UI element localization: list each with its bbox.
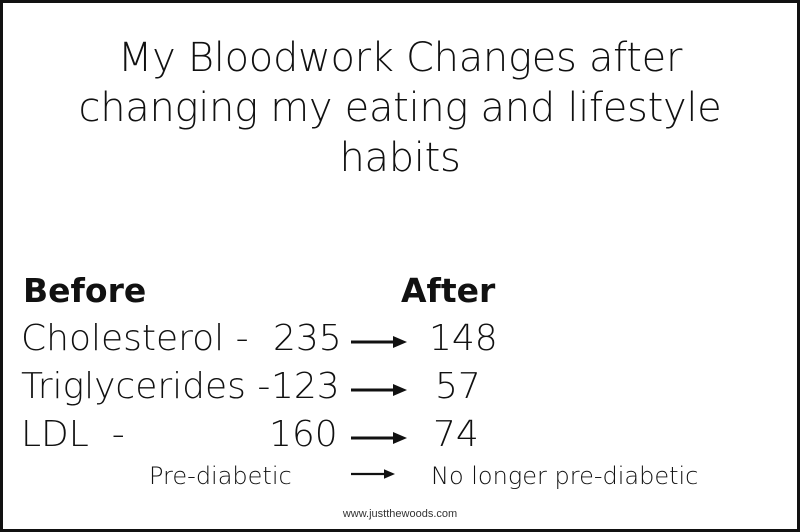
before-heading: Before xyxy=(23,271,147,310)
row-after-triglycerides: 57 xyxy=(435,366,481,407)
row-before-ldl: 160 xyxy=(269,414,338,455)
right-arrow-icon xyxy=(351,336,407,348)
right-arrow-icon xyxy=(351,432,407,444)
row-label-triglycerides: Triglycerides - xyxy=(21,366,271,407)
after-heading: After xyxy=(401,271,496,310)
row-before-triglycerides: 123 xyxy=(271,366,340,407)
title-line-1: My Bloodwork Changes after xyxy=(117,35,683,81)
status-after: No longer pre-diabetic xyxy=(431,462,699,490)
page-title: My Bloodwork Changes after changing my e… xyxy=(3,33,797,183)
right-arrow-icon xyxy=(351,384,407,396)
title-line-3: habits xyxy=(339,135,461,181)
row-before-cholesterol: 235 xyxy=(273,318,342,359)
row-after-cholesterol: 148 xyxy=(429,318,498,359)
row-label-ldl: LDL - xyxy=(21,414,125,455)
right-arrow-icon xyxy=(351,469,395,479)
title-line-2: changing my eating and lifestyle xyxy=(78,85,722,131)
row-after-ldl: 74 xyxy=(433,414,479,455)
website-footer: www.justthewoods.com xyxy=(342,508,458,520)
status-before: Pre-diabetic xyxy=(149,462,292,490)
row-label-cholesterol: Cholesterol - xyxy=(21,318,249,359)
